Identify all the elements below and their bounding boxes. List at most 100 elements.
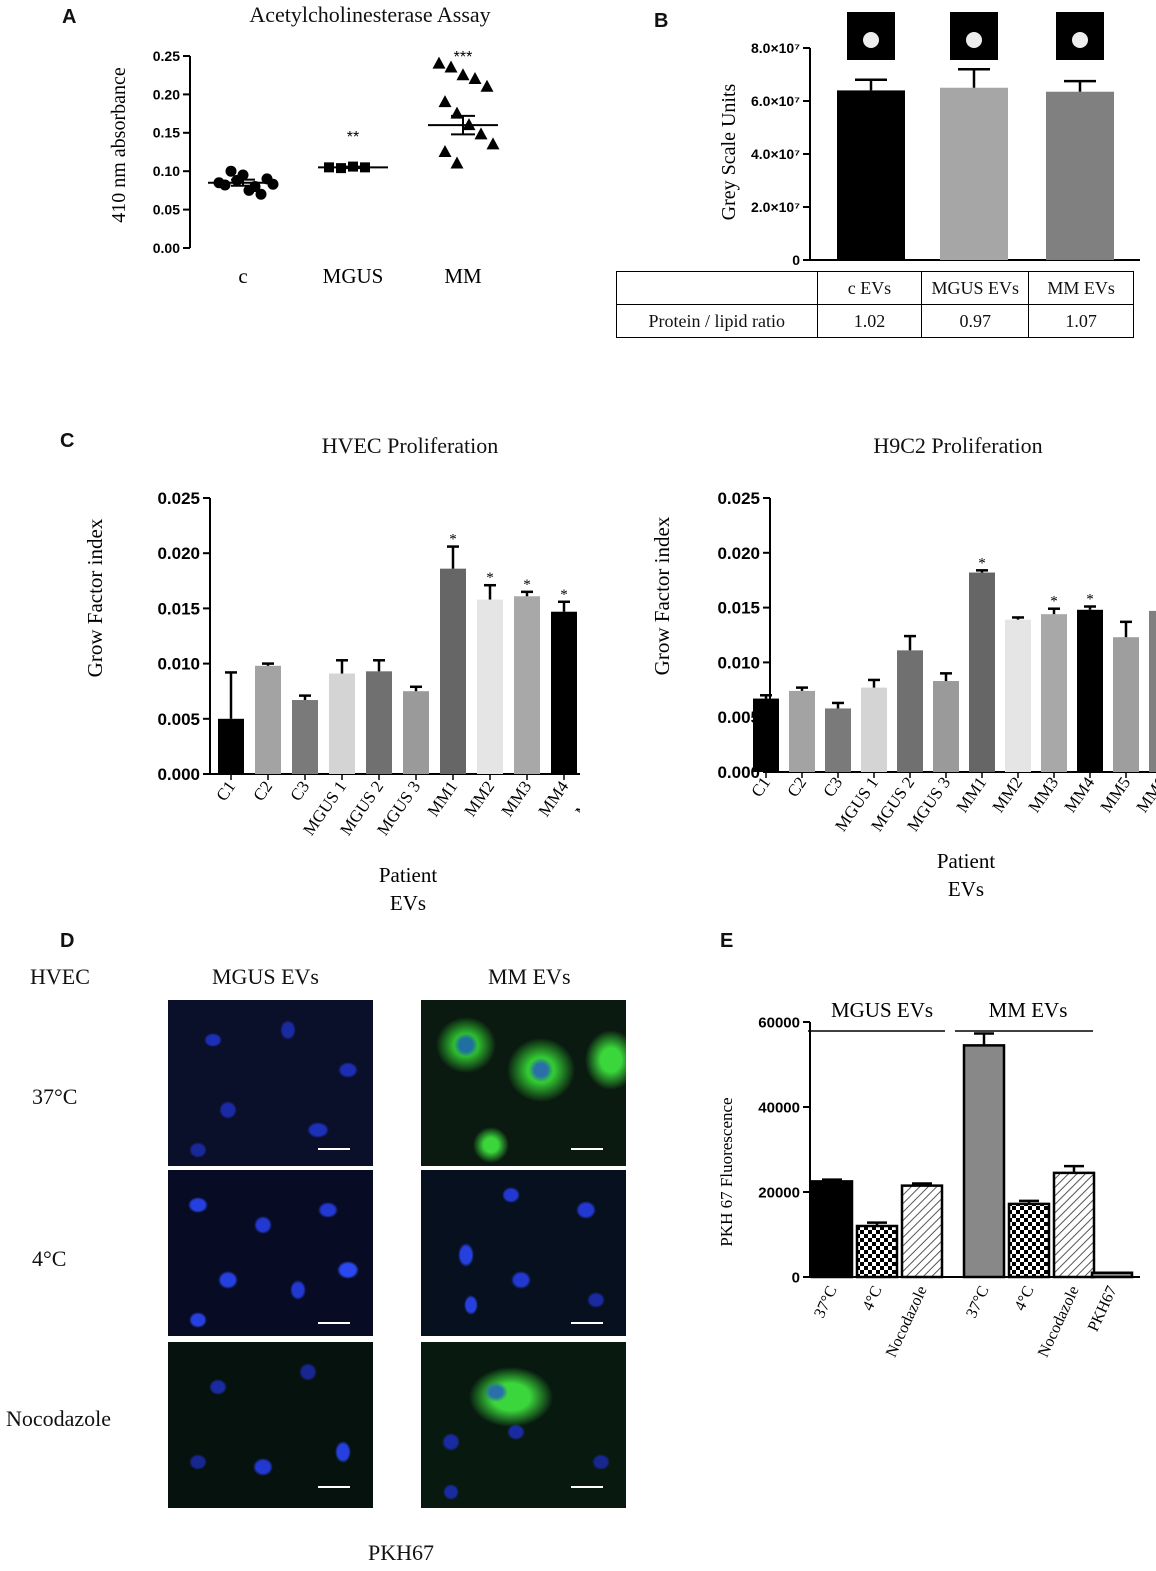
y-tick-label: 60000 bbox=[758, 1014, 800, 1031]
x-tick-label: MM bbox=[444, 264, 482, 288]
scale-bar bbox=[571, 1148, 603, 1150]
x-tick-label: MM5 bbox=[1096, 773, 1134, 816]
chart-c1-bars: Grow Factor index Patient EVs 0.000 0.005… bbox=[83, 489, 580, 915]
bar bbox=[292, 700, 318, 774]
chart-b-bars: Grey Scale Units 0 2.0×10⁷ 4.0×10⁷ 6.0×10⁷ 8… bbox=[718, 12, 1140, 268]
bar bbox=[329, 673, 355, 774]
y-tick-label: 0.00 bbox=[153, 240, 180, 256]
table-cell: 1.02 bbox=[816, 304, 923, 338]
x-tick-label: MM4 bbox=[1060, 773, 1098, 816]
data-point bbox=[438, 95, 452, 108]
scale-bar bbox=[571, 1486, 603, 1488]
significance-label: * bbox=[1050, 594, 1058, 610]
y-tick-label: 0 bbox=[792, 252, 800, 268]
chart-c1-title: HVEC Proliferation bbox=[321, 433, 499, 458]
x-tick-label: C1 bbox=[212, 777, 239, 804]
chart-c2-bars: Grow Factor index Patient EVs 0.000 0.005… bbox=[650, 489, 1156, 901]
x-tick-label: 4°C bbox=[860, 1284, 886, 1314]
bar bbox=[1046, 91, 1114, 260]
dot-blot-spot bbox=[1072, 32, 1088, 48]
bar bbox=[1090, 1271, 1134, 1279]
chart-a-title: Acetylcholinesterase Assay bbox=[249, 2, 491, 27]
scale-bar bbox=[318, 1148, 350, 1150]
y-tick-label: 20000 bbox=[758, 1184, 800, 1201]
scale-bar bbox=[318, 1322, 350, 1324]
y-tick-label: 0 bbox=[792, 1269, 800, 1286]
y-tick-label: 0.025 bbox=[157, 489, 200, 508]
data-point bbox=[225, 165, 237, 177]
scale-bar bbox=[571, 1322, 603, 1324]
x-tick-label: Nocodazole bbox=[1035, 1284, 1083, 1360]
x-tick-label: 37°C bbox=[963, 1284, 992, 1321]
table-header-row: c EVs MGUS EVs MM EVs bbox=[616, 271, 1134, 305]
bar bbox=[900, 1184, 944, 1279]
microscopy-col-mgus: MGUS EVs bbox=[212, 964, 319, 989]
bar bbox=[477, 599, 503, 774]
scale-bar bbox=[318, 1486, 350, 1488]
significance-label: * bbox=[560, 587, 568, 603]
x-tick-label: MGUS bbox=[323, 264, 384, 288]
data-point bbox=[444, 60, 458, 73]
bar bbox=[1149, 610, 1156, 772]
y-tick-label: 6.0×10⁷ bbox=[751, 93, 800, 109]
x-tick-label: MM3 bbox=[1024, 773, 1062, 816]
bar bbox=[837, 90, 905, 261]
x-tick-label: 4°C bbox=[1012, 1284, 1038, 1314]
chart-a-scatter: 410 nm absorbance 0.00 0.05 0.10 0.15 0.20 0.… bbox=[108, 48, 500, 288]
bar bbox=[366, 671, 392, 774]
microscopy-row-nocodazole: Nocodazole bbox=[6, 1406, 112, 1431]
y-tick-label: 0.010 bbox=[717, 653, 760, 672]
x-tick-label: MM2 bbox=[988, 773, 1026, 816]
x-tick-label: C2 bbox=[783, 773, 810, 800]
y-tick-label: 0.015 bbox=[157, 599, 200, 618]
y-tick-label: 0.15 bbox=[153, 125, 180, 141]
x-tick-label: MM1 bbox=[423, 777, 461, 820]
table-row: Protein / lipid ratio 1.02 0.97 1.07 bbox=[616, 304, 1134, 338]
significance-label: * bbox=[449, 532, 457, 548]
y-tick-label: 2.0×10⁷ bbox=[751, 199, 800, 215]
chart-c2-title: H9C2 Proliferation bbox=[873, 433, 1043, 458]
table-cell: MM EVs bbox=[1028, 271, 1134, 305]
bar bbox=[255, 665, 281, 774]
panel-label-c: C bbox=[60, 430, 75, 452]
micrograph-mgus-37 bbox=[168, 1000, 373, 1166]
chart-e-bars: PKH 67 Fluorescence 0 20000 40000 60000 37°C… bbox=[717, 998, 1140, 1360]
bar bbox=[218, 718, 244, 774]
bar bbox=[1077, 609, 1103, 772]
data-point bbox=[432, 56, 446, 69]
y-tick-label: 0.005 bbox=[717, 708, 760, 727]
panel-label-e: E bbox=[720, 930, 734, 952]
table-cell: Protein / lipid ratio bbox=[616, 304, 818, 338]
chart-b-ylabel: Grey Scale Units bbox=[718, 83, 740, 220]
x-tick-label: MM1 bbox=[952, 773, 990, 816]
bar bbox=[440, 568, 466, 774]
bar bbox=[940, 87, 1008, 260]
panel-label-d: D bbox=[60, 930, 75, 952]
data-point bbox=[462, 118, 476, 131]
bar bbox=[861, 687, 887, 772]
bar bbox=[789, 690, 815, 772]
x-tick-label: MM5 bbox=[571, 777, 580, 820]
y-tick-label: 0.020 bbox=[157, 544, 200, 563]
microscopy-row-37: 37°C bbox=[32, 1084, 78, 1109]
bar bbox=[1041, 614, 1067, 772]
chart-c1-xlabel-line2: EVs bbox=[390, 891, 426, 915]
bar bbox=[1007, 1202, 1051, 1279]
y-tick-label: 0.025 bbox=[717, 489, 760, 508]
micrograph-mm-4 bbox=[421, 1170, 626, 1336]
x-tick-label: MM2 bbox=[460, 777, 498, 820]
x-tick-label: PKH67 bbox=[1085, 1284, 1121, 1335]
micrograph-mm-nocodazole bbox=[421, 1342, 626, 1508]
y-tick-label: 0.010 bbox=[157, 655, 200, 674]
x-tick-label: 37°C bbox=[811, 1284, 840, 1321]
microscopy-col-mm: MM EVs bbox=[488, 964, 571, 989]
data-point bbox=[219, 179, 231, 191]
chart-c2-ylabel: Grow Factor index bbox=[650, 516, 674, 675]
chart-c2-xlabel-line1: Patient bbox=[937, 849, 995, 873]
x-tick-label: C3 bbox=[286, 777, 313, 804]
y-tick-label: 0.25 bbox=[153, 48, 180, 64]
micrograph-mgus-4 bbox=[168, 1170, 373, 1336]
y-tick-label: 0.005 bbox=[157, 710, 200, 729]
microscopy-cell-type: HVEC bbox=[30, 964, 90, 989]
bar bbox=[551, 611, 577, 774]
